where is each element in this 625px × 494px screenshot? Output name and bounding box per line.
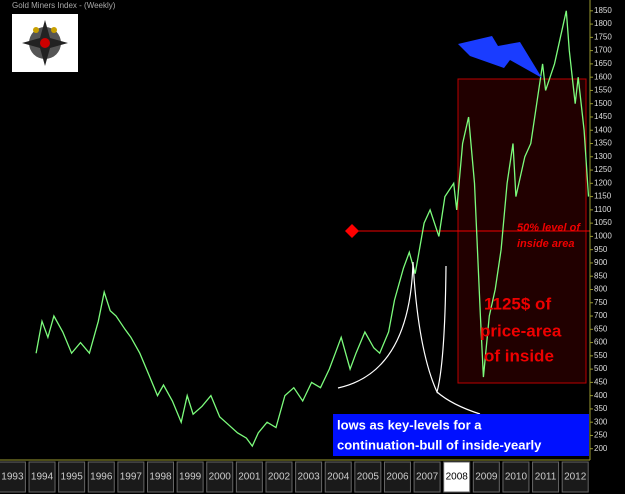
y-tick-label: 1200 bbox=[594, 178, 612, 187]
y-tick-label: 550 bbox=[594, 351, 608, 360]
x-tick-box bbox=[383, 461, 411, 493]
y-tick-label: 1600 bbox=[594, 72, 612, 81]
y-tick-label: 1500 bbox=[594, 99, 612, 108]
area-label: 1125$ of bbox=[484, 294, 551, 313]
y-tick-label: 1050 bbox=[594, 218, 612, 227]
y-tick-label: 1400 bbox=[594, 125, 612, 134]
y-tick-label: 1650 bbox=[594, 59, 612, 68]
x-tick-label: 2002 bbox=[268, 472, 291, 483]
x-tick-label: 2004 bbox=[327, 472, 350, 483]
y-tick-label: 650 bbox=[594, 324, 608, 333]
y-tick-label: 1750 bbox=[594, 32, 612, 41]
y-tick-label: 1450 bbox=[594, 112, 612, 121]
y-tick-label: 350 bbox=[594, 404, 608, 413]
y-tick-label: 200 bbox=[594, 444, 608, 453]
y-tick-label: 1550 bbox=[594, 86, 612, 95]
x-tick-box bbox=[176, 461, 204, 493]
x-tick-box bbox=[235, 461, 263, 493]
x-tick-box bbox=[561, 461, 589, 493]
area-label: of inside bbox=[484, 346, 554, 365]
x-tick-box bbox=[532, 461, 560, 493]
y-tick-label: 300 bbox=[594, 417, 608, 426]
x-tick-box bbox=[502, 461, 530, 493]
x-tick-box bbox=[117, 461, 145, 493]
x-tick-label: 2005 bbox=[357, 472, 380, 483]
y-tick-label: 500 bbox=[594, 364, 608, 373]
chart-title: Gold Miners Index - (Weekly) bbox=[12, 1, 116, 10]
x-tick-label: 1996 bbox=[90, 472, 113, 483]
y-tick-label: 1000 bbox=[594, 232, 612, 241]
lows-label-box bbox=[333, 414, 589, 456]
level-label: 50% level of bbox=[517, 222, 581, 234]
y-tick-label: 1800 bbox=[594, 19, 612, 28]
y-tick-label: 600 bbox=[594, 338, 608, 347]
x-tick-label: 1998 bbox=[149, 472, 172, 483]
y-tick-label: 1700 bbox=[594, 46, 612, 55]
x-tick-box bbox=[0, 461, 26, 493]
y-tick-label: 1300 bbox=[594, 152, 612, 161]
y-tick-label: 1150 bbox=[594, 192, 612, 201]
y-tick-label: 1250 bbox=[594, 165, 612, 174]
lows-label: continuation-bull of inside-yearly bbox=[337, 437, 542, 452]
arrow bbox=[458, 36, 542, 78]
logo bbox=[12, 14, 78, 72]
x-tick-label: 2010 bbox=[505, 472, 528, 483]
x-tick-box bbox=[443, 461, 471, 493]
y-tick-label: 750 bbox=[594, 298, 608, 307]
x-tick-label: 2012 bbox=[564, 472, 587, 483]
x-tick-box bbox=[87, 461, 115, 493]
x-tick-box bbox=[265, 461, 293, 493]
x-tick-box bbox=[472, 461, 500, 493]
x-tick-label: 2001 bbox=[238, 472, 261, 483]
x-tick-label: 2011 bbox=[535, 472, 557, 483]
y-tick-label: 900 bbox=[594, 258, 608, 267]
y-tick-label: 250 bbox=[594, 431, 608, 440]
x-tick-label: 2009 bbox=[475, 472, 498, 483]
y-tick-label: 850 bbox=[594, 271, 608, 280]
y-tick-label: 950 bbox=[594, 245, 608, 254]
y-tick-label: 1100 bbox=[594, 205, 612, 214]
x-tick-box bbox=[206, 461, 234, 493]
x-tick-label: 1997 bbox=[120, 472, 143, 483]
x-tick-box bbox=[58, 461, 86, 493]
x-tick-box bbox=[324, 461, 352, 493]
x-tick-label: 1994 bbox=[31, 472, 54, 483]
x-tick-box bbox=[147, 461, 175, 493]
y-tick-label: 800 bbox=[594, 285, 608, 294]
pointer-curves bbox=[337, 261, 481, 415]
x-tick-box bbox=[354, 461, 382, 493]
lows-label: lows as key-levels for a bbox=[337, 417, 482, 432]
plot-area bbox=[35, 10, 590, 448]
x-tick-label: 2008 bbox=[446, 472, 469, 483]
y-tick-label: 400 bbox=[594, 391, 608, 400]
x-tick-label: 2006 bbox=[386, 472, 409, 483]
price-line bbox=[35, 10, 590, 448]
level-diamond bbox=[345, 224, 359, 238]
x-tick-box bbox=[295, 461, 323, 493]
y-tick-label: 1850 bbox=[594, 6, 612, 15]
x-tick-box bbox=[413, 461, 441, 493]
y-tick-label: 450 bbox=[594, 377, 608, 386]
x-tick-label: 2007 bbox=[416, 472, 439, 483]
x-tick-label: 2003 bbox=[297, 472, 320, 483]
x-tick-label: 2000 bbox=[209, 472, 232, 483]
x-tick-box bbox=[28, 461, 56, 493]
level-label: inside area bbox=[517, 238, 574, 250]
y-tick-label: 1350 bbox=[594, 139, 612, 148]
x-tick-label: 1993 bbox=[1, 472, 24, 483]
area-label: price-area bbox=[480, 321, 562, 340]
y-tick-label: 700 bbox=[594, 311, 608, 320]
x-tick-label: 1999 bbox=[179, 472, 202, 483]
x-tick-label: 1995 bbox=[61, 472, 84, 483]
